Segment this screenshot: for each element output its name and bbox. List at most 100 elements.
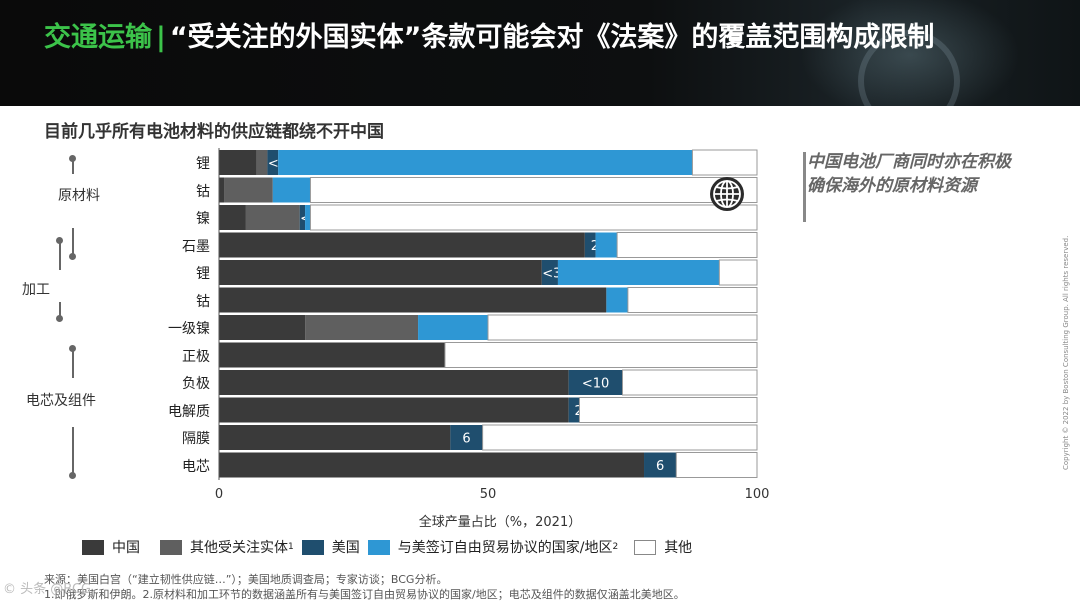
bar-china-3 bbox=[219, 232, 585, 258]
y-label-8: 负极 bbox=[182, 376, 210, 392]
y-label-1: 钴 bbox=[196, 183, 210, 200]
bar-us-0 bbox=[267, 150, 279, 175]
legend-sup-2: 2 bbox=[612, 542, 619, 552]
group-line-cells-top bbox=[72, 348, 74, 378]
x-tick-100: 100 bbox=[744, 487, 770, 502]
bar-us-2 bbox=[299, 205, 306, 230]
y-label-3: 石墨 bbox=[182, 238, 210, 255]
bar-foreign_concern-2 bbox=[245, 205, 300, 230]
group-line-raw-top bbox=[72, 158, 74, 174]
group-dot bbox=[56, 237, 63, 244]
bar-china-0 bbox=[219, 150, 257, 175]
y-label-0: 锂 bbox=[196, 156, 210, 172]
group-line-cells-bottom bbox=[72, 427, 74, 475]
bar-us-4 bbox=[541, 260, 558, 285]
y-label-9: 电解质 bbox=[168, 403, 210, 420]
bar-foreign_concern-1 bbox=[224, 177, 273, 203]
globe-icon bbox=[710, 177, 744, 211]
title-text: “受关注的外国实体”条款可能会对《法案》的覆盖范围构成限制 bbox=[169, 22, 935, 53]
group-line-processing-left bbox=[59, 240, 61, 270]
bar-china-7 bbox=[219, 342, 445, 368]
bar-china-9 bbox=[219, 397, 569, 423]
us-data-label-8: <10 bbox=[582, 377, 609, 392]
legend-label-fta: 与美签订自由贸易协议的国家/地区 bbox=[397, 540, 613, 556]
note-accent-bar bbox=[803, 152, 806, 222]
title-category: 交通运输 bbox=[44, 22, 152, 53]
bar-china-10 bbox=[219, 425, 451, 450]
group-dot bbox=[69, 155, 76, 162]
us-data-label-10: 6 bbox=[462, 432, 470, 447]
bar-other-3 bbox=[616, 232, 758, 258]
bar-other-6 bbox=[487, 314, 758, 341]
bar-china-8 bbox=[219, 370, 569, 395]
legend-swatch-china bbox=[82, 539, 104, 555]
bar-us-9 bbox=[568, 397, 580, 423]
bar-china-6 bbox=[219, 315, 306, 340]
bar-other-4 bbox=[718, 259, 758, 286]
us-data-label-2: <1 bbox=[300, 212, 319, 227]
source-footnote: 来源：美国白宫（“建立韧性供应链…”）；美国地质调查局；专家访谈；BCG分析。 bbox=[44, 573, 448, 586]
x-tick-50: 50 bbox=[479, 487, 497, 502]
bar-fta-1 bbox=[272, 177, 311, 203]
bar-us-11 bbox=[644, 452, 677, 478]
bar-other-2 bbox=[309, 204, 758, 231]
us-data-label-11: 6 bbox=[656, 459, 664, 474]
y-label-4: 锂 bbox=[196, 266, 210, 282]
bar-us-3 bbox=[584, 232, 596, 258]
chart-subtitle: 目前几乎所有电池材料的供应链都绕不开中国 bbox=[44, 122, 384, 142]
legend-swatch-foreign-concern bbox=[160, 539, 182, 555]
y-label-11: 电芯 bbox=[182, 458, 210, 475]
x-tick-0: 0 bbox=[214, 487, 224, 502]
group-label-cells: 电芯及组件 bbox=[26, 393, 96, 409]
bar-other-7 bbox=[444, 342, 758, 368]
bar-fta-4 bbox=[557, 260, 720, 285]
group-label-processing: 加工 bbox=[22, 282, 50, 298]
header-banner: 交通运输 | “受关注的外国实体”条款可能会对《法案》的覆盖范围构成限制 bbox=[0, 0, 1080, 106]
page-title: 交通运输 | “受关注的外国实体”条款可能会对《法案》的覆盖范围构成限制 bbox=[44, 20, 1044, 56]
bar-china-1 bbox=[219, 177, 225, 203]
bar-china-11 bbox=[219, 452, 645, 478]
us-data-label-0: <1 bbox=[268, 157, 287, 172]
us-data-label-9: 2 bbox=[575, 404, 583, 419]
bar-other-5 bbox=[627, 287, 758, 313]
y-label-5: 钴 bbox=[196, 293, 210, 310]
y-label-10: 隔膜 bbox=[182, 431, 210, 447]
y-label-6: 一级镍 bbox=[168, 321, 210, 337]
notes-footnote: 1.即俄罗斯和伊朗。2.原材料和加工环节的数据涵盖所有与美国签订自由贸易协议的国… bbox=[44, 588, 685, 601]
header-decoration-ring bbox=[858, 30, 960, 106]
group-dot bbox=[69, 345, 76, 352]
bar-us-8 bbox=[568, 370, 623, 395]
group-line-processing-bottom bbox=[59, 302, 61, 318]
bar-fta-6 bbox=[418, 315, 488, 340]
legend-swatch-fta bbox=[367, 539, 390, 555]
bar-fta-0 bbox=[278, 150, 693, 175]
bar-china-2 bbox=[219, 205, 246, 230]
bar-other-9 bbox=[578, 397, 758, 423]
legend: 中国 其他受关注实体 1 美国 与美签订自由贸易协议的国家/地区 2 其他 bbox=[82, 538, 692, 556]
title-separator: | bbox=[156, 22, 166, 53]
bar-china-5 bbox=[219, 287, 607, 313]
legend-label-foreign-concern: 其他受关注实体 bbox=[190, 540, 288, 556]
bar-fta-3 bbox=[595, 232, 618, 258]
group-dot bbox=[69, 472, 76, 479]
bar-foreign_concern-0 bbox=[256, 150, 268, 175]
us-data-label-3: 2 bbox=[591, 239, 599, 254]
bar-other-11 bbox=[675, 452, 758, 478]
group-dot bbox=[56, 315, 63, 322]
bar-other-1 bbox=[309, 177, 758, 203]
bar-foreign_concern-6 bbox=[305, 315, 419, 340]
x-axis-label: 全球产量占比（%，2021） bbox=[418, 515, 582, 530]
bar-other-10 bbox=[482, 424, 758, 451]
group-label-raw-materials: 原材料 bbox=[58, 188, 100, 204]
bar-fta-2 bbox=[305, 205, 311, 230]
copyright-notice: Copyright © 2022 by Boston Consulting Gr… bbox=[1062, 235, 1070, 470]
bar-fta-5 bbox=[606, 287, 628, 313]
legend-swatch-other bbox=[634, 539, 657, 555]
legend-swatch-us bbox=[301, 539, 324, 555]
side-note: 中国电池厂商同时亦在积极确保海外的原材料资源 bbox=[807, 152, 1011, 196]
group-line-processing-right bbox=[72, 228, 74, 256]
legend-sup-1: 1 bbox=[288, 542, 294, 552]
bar-other-8 bbox=[622, 369, 758, 396]
legend-label-china: 中国 bbox=[112, 540, 140, 556]
bar-china-4 bbox=[219, 260, 542, 285]
